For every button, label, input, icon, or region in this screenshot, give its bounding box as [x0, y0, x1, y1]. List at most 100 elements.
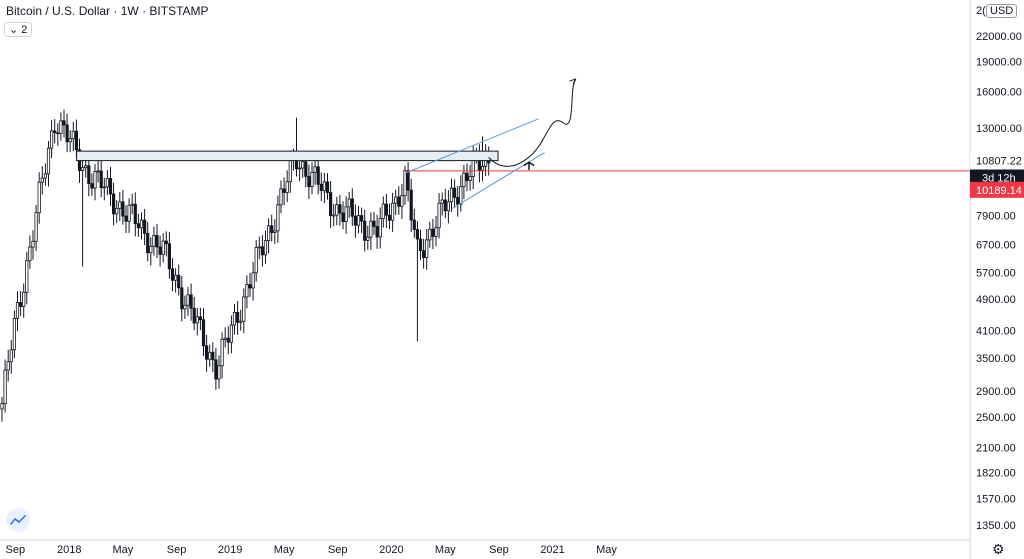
y-tick-label: 1820.00 — [976, 468, 1016, 480]
candle-body — [282, 188, 286, 193]
candle-body — [397, 196, 401, 207]
forecast-arrowhead — [569, 78, 577, 86]
candle-body — [40, 177, 44, 183]
candle-body — [415, 229, 420, 240]
y-tick-label: 22000.00 — [976, 31, 1022, 43]
x-tick-label: May — [113, 544, 134, 556]
candle-body — [332, 214, 336, 217]
candle-body — [84, 165, 88, 169]
candle-body — [459, 186, 463, 205]
candle-body — [0, 403, 4, 410]
candle-body — [468, 176, 472, 181]
candle-body — [149, 245, 153, 254]
candle-body — [173, 274, 178, 281]
candle-body — [245, 284, 249, 298]
candle-body — [31, 240, 35, 248]
candle-body — [328, 192, 333, 216]
candle-body — [229, 324, 233, 343]
candle-body — [118, 201, 122, 209]
candle-body — [9, 349, 13, 363]
candle-body — [400, 195, 404, 207]
candle-body — [74, 130, 78, 151]
last-price-label: 10807.22 — [976, 155, 1022, 167]
candle-body — [440, 199, 444, 204]
candle-body — [186, 294, 190, 306]
y-tick-label: 5700.00 — [976, 268, 1016, 280]
forecast-path — [488, 78, 576, 167]
candle-body — [43, 173, 48, 179]
x-tick-label: Sep — [328, 544, 348, 556]
candle-body — [307, 176, 311, 188]
candle-body — [90, 183, 94, 189]
candle-body — [335, 204, 339, 216]
candle-body — [46, 147, 51, 175]
candle-body — [34, 212, 38, 242]
currency-button[interactable]: USD — [986, 4, 1018, 18]
candle-body — [25, 260, 29, 293]
candle-body — [152, 235, 156, 247]
candle-body — [81, 167, 85, 171]
candle-body — [434, 227, 438, 237]
candle-body — [139, 219, 144, 229]
candle-body — [155, 235, 159, 248]
candle-body — [3, 369, 7, 405]
candle-body — [65, 124, 69, 143]
candle-body — [390, 202, 395, 221]
candle-body — [353, 215, 358, 226]
candle-body — [446, 201, 451, 212]
candle-body — [273, 230, 277, 233]
candle-body — [133, 203, 137, 225]
indicators-toggle[interactable]: ⌄ 2 — [4, 22, 33, 37]
candle-body — [204, 345, 209, 360]
candle-body — [93, 171, 97, 189]
candle-body — [254, 247, 258, 274]
candle-body — [366, 236, 370, 241]
x-tick-label: Sep — [489, 544, 509, 556]
candle-body — [285, 181, 289, 193]
x-tick-label: May — [596, 544, 617, 556]
x-tick-label: 2018 — [57, 544, 81, 556]
candle-body — [201, 319, 206, 347]
candle-body — [276, 204, 280, 232]
y-tick-label: 13000.00 — [976, 123, 1022, 135]
x-tick-label: 2020 — [379, 544, 403, 556]
candle-body — [112, 193, 116, 215]
candle-body — [279, 188, 283, 206]
y-tick-label: 1350.00 — [976, 520, 1016, 532]
candle-body — [68, 138, 72, 143]
candle-body — [53, 130, 57, 134]
gear-icon[interactable]: ⚙ — [992, 541, 1005, 557]
candle-body — [248, 284, 252, 289]
y-tick-label: 2500.00 — [976, 412, 1016, 424]
y-tick-label: 4100.00 — [976, 325, 1016, 337]
candle-body — [347, 198, 351, 208]
candle-body — [480, 165, 485, 171]
candle-body — [235, 311, 240, 323]
y-tick-label: 2100.00 — [976, 443, 1016, 455]
candle-body — [161, 240, 165, 255]
candle-body — [325, 181, 330, 193]
candle-body — [15, 302, 20, 319]
candle-body — [232, 311, 237, 326]
candle-body — [316, 166, 320, 185]
candle-body — [412, 219, 416, 230]
candle-body — [375, 225, 379, 238]
candle-body — [192, 307, 196, 324]
candle-body — [344, 206, 348, 222]
candle-body — [158, 246, 162, 255]
exchange: BITSTAMP — [149, 4, 209, 18]
candle-body — [310, 171, 314, 188]
candle-body — [56, 132, 60, 135]
candle-body — [198, 316, 202, 321]
candle-body — [251, 272, 255, 289]
candle-body — [319, 183, 323, 192]
candle-body — [115, 207, 119, 215]
y-tick-label: 1570.00 — [976, 494, 1016, 506]
y-tick-label: 7900.00 — [976, 210, 1016, 222]
countdown-label: 3d 12h — [982, 172, 1016, 184]
candle-body — [223, 337, 227, 340]
candle-body — [164, 240, 168, 245]
candle-body — [183, 304, 187, 310]
candle-body — [338, 204, 342, 214]
